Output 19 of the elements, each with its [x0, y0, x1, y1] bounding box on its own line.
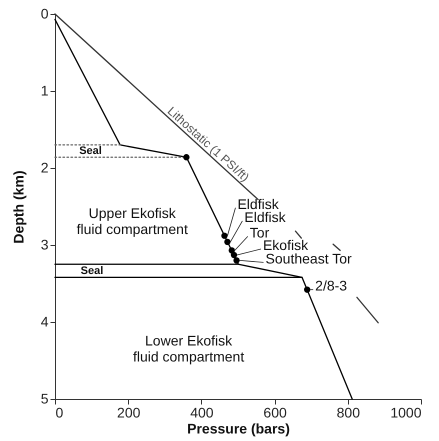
y-axis-title: Depth (km) — [10, 170, 27, 244]
x-tick-label: 400 — [190, 404, 214, 420]
x-tick-label: 800 — [336, 404, 360, 420]
y-tick-label: 1 — [40, 82, 49, 98]
x-tick-label: 600 — [263, 404, 287, 420]
y-tick-label: 2 — [40, 160, 49, 176]
y-tick-label: 3 — [40, 236, 49, 252]
annotation: Seal — [80, 264, 104, 277]
y-tick-label: 4 — [40, 314, 49, 330]
annotation: Lower Ekofisk fluid compartment — [132, 332, 244, 364]
y-tick-label: 5 — [40, 390, 49, 406]
y-tick-label: 0 — [40, 6, 49, 22]
x-tick-label: 200 — [117, 404, 141, 420]
annotation: Upper Ekofisk fluid compartment — [76, 205, 188, 238]
annotation: Seal — [79, 145, 102, 158]
x-tick-label: 0 — [56, 404, 64, 420]
x-axis-title: Pressure (bars) — [187, 420, 290, 436]
annotation: 2/8-3 — [315, 278, 348, 294]
x-tick-label: 1000 — [390, 404, 422, 420]
